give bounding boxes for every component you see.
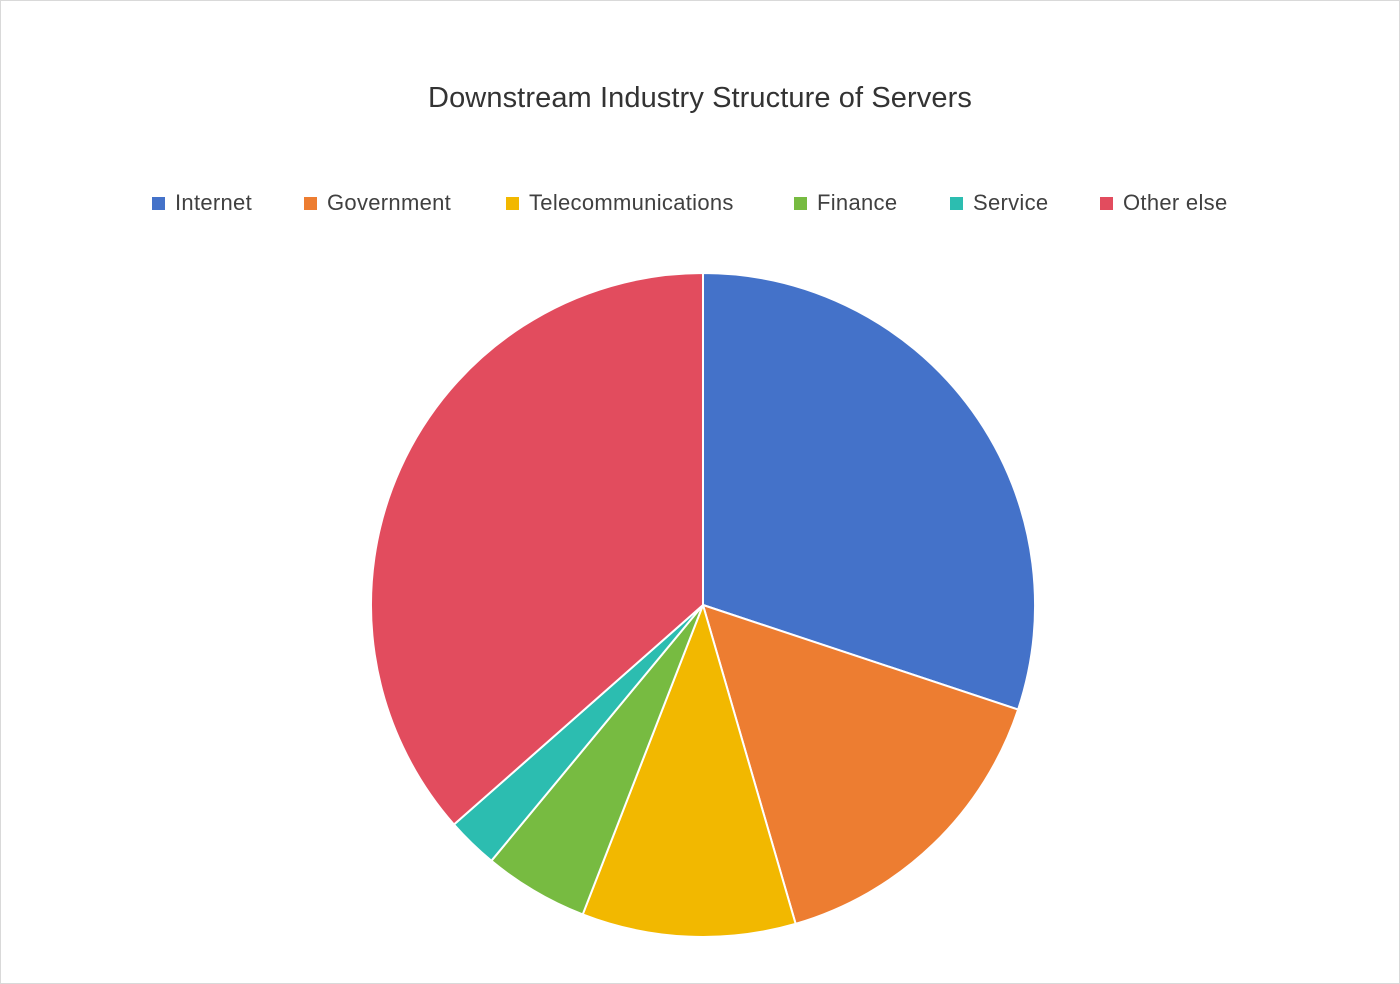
legend-swatch-other-else bbox=[1100, 196, 1113, 210]
legend-swatch-finance bbox=[794, 196, 807, 210]
pie-slice-other-else[interactable] bbox=[369, 272, 704, 826]
chart-legend: Internet Government Telecommunications F… bbox=[0, 188, 1400, 218]
legend-label-internet: Internet bbox=[175, 190, 253, 215]
legend-item-internet[interactable]: Internet bbox=[152, 188, 252, 218]
pie-slice-government[interactable] bbox=[702, 604, 1020, 925]
legend-swatch-telecommunications bbox=[506, 196, 519, 210]
legend-label-finance: Finance bbox=[817, 190, 898, 215]
legend-item-other-else[interactable]: Other else bbox=[1100, 188, 1228, 218]
legend-item-service[interactable]: Service bbox=[950, 188, 1048, 218]
chart-title: Downstream Industry Structure of Servers bbox=[428, 82, 972, 114]
legend-label-telecommunications: Telecommunications bbox=[529, 190, 734, 215]
legend-label-other-else: Other else bbox=[1123, 190, 1228, 215]
legend-label-service: Service bbox=[973, 190, 1049, 215]
legend-label-government: Government bbox=[327, 190, 452, 215]
legend-item-telecommunications[interactable]: Telecommunications bbox=[506, 188, 734, 218]
legend-swatch-government bbox=[304, 196, 317, 210]
legend-swatch-internet bbox=[152, 196, 165, 210]
pie-slice-internet[interactable] bbox=[702, 272, 1036, 711]
legend-item-government[interactable]: Government bbox=[304, 188, 451, 218]
legend-item-finance[interactable]: Finance bbox=[794, 188, 897, 218]
pie-slice-telecommunications[interactable] bbox=[581, 604, 797, 938]
legend-swatch-service bbox=[950, 196, 963, 210]
